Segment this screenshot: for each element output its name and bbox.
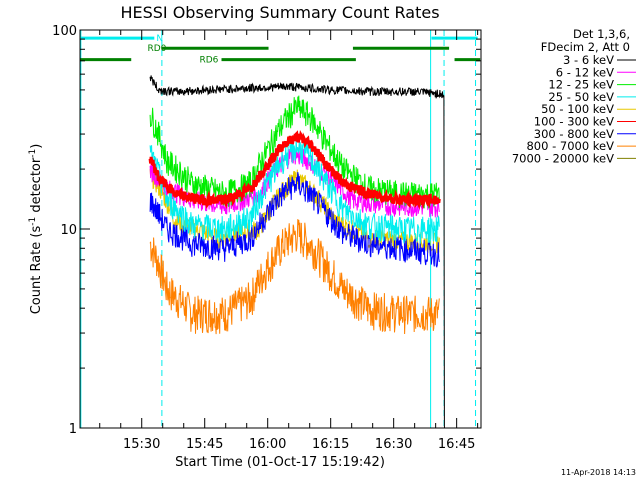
legend-label-4: 50 - 100 keV (541, 102, 614, 116)
axes: 1 10 100 15:30 15:45 16:00 16:15 16:30 16:45 (52, 24, 481, 452)
y-axis-label-sup1: -1 (28, 217, 38, 226)
x-tick-label-1645: 16:45 (438, 437, 475, 452)
series-line-25-50-kev (149, 138, 440, 244)
legend-label-6: 300 - 800 keV (534, 127, 614, 141)
y-axis-label-end: ) (29, 144, 44, 149)
x-tick-label-1630: 16:30 (375, 437, 412, 452)
series-line-100-300-kev (148, 129, 441, 210)
y-axis-label-main: Count Rate (s (29, 226, 44, 315)
legend-label-8: 7000 - 20000 keV (512, 151, 614, 165)
x-axis-label: Start Time (01-Oct-17 15:19:42) (175, 455, 385, 470)
legend-label-7: 800 - 7000 keV (526, 139, 614, 153)
legend-header-line-2: FDecim 2, Att 0 (541, 40, 630, 54)
x-tick-label-1615: 16:15 (312, 437, 349, 452)
flag-label-n: N (156, 34, 163, 44)
y-axis-label: Count Rate (s-1 detector-1) (28, 144, 44, 315)
y-axis-label-sup2: -1 (28, 149, 38, 158)
footer-timestamp: 11-Apr-2018 14:13 (561, 468, 636, 477)
y-axis-label-mid: detector (29, 157, 44, 217)
flag-label-rd6: RD6 (200, 56, 219, 66)
series-line-800-7000-kev (149, 219, 440, 335)
y-tick-label-1: 1 (69, 422, 77, 437)
legend-label-5: 100 - 300 keV (534, 115, 614, 129)
legend-label-2: 12 - 25 keV (548, 78, 614, 92)
series-line-300-800-kev (149, 172, 440, 268)
legend-label-1: 6 - 12 keV (556, 65, 614, 79)
chart-title: HESSI Observing Summary Count Rates (120, 3, 439, 22)
y-tick-label-10: 10 (60, 223, 77, 238)
legend-label-0: 3 - 6 keV (563, 53, 614, 67)
series-line-3-6-kev (149, 75, 445, 429)
x-tick-label-1600: 16:00 (249, 437, 286, 452)
y-tick-label-100: 100 (52, 24, 77, 39)
series-line-12-25-kev (149, 95, 440, 209)
legend-header-line-1: Det 1,3,6, (573, 27, 630, 41)
x-tick-label-1530: 15:30 (123, 437, 160, 452)
x-tick-label-1545: 15:45 (186, 437, 223, 452)
flag-label-rd0: RD0 (147, 44, 166, 54)
legend-label-3: 25 - 50 keV (548, 90, 614, 104)
